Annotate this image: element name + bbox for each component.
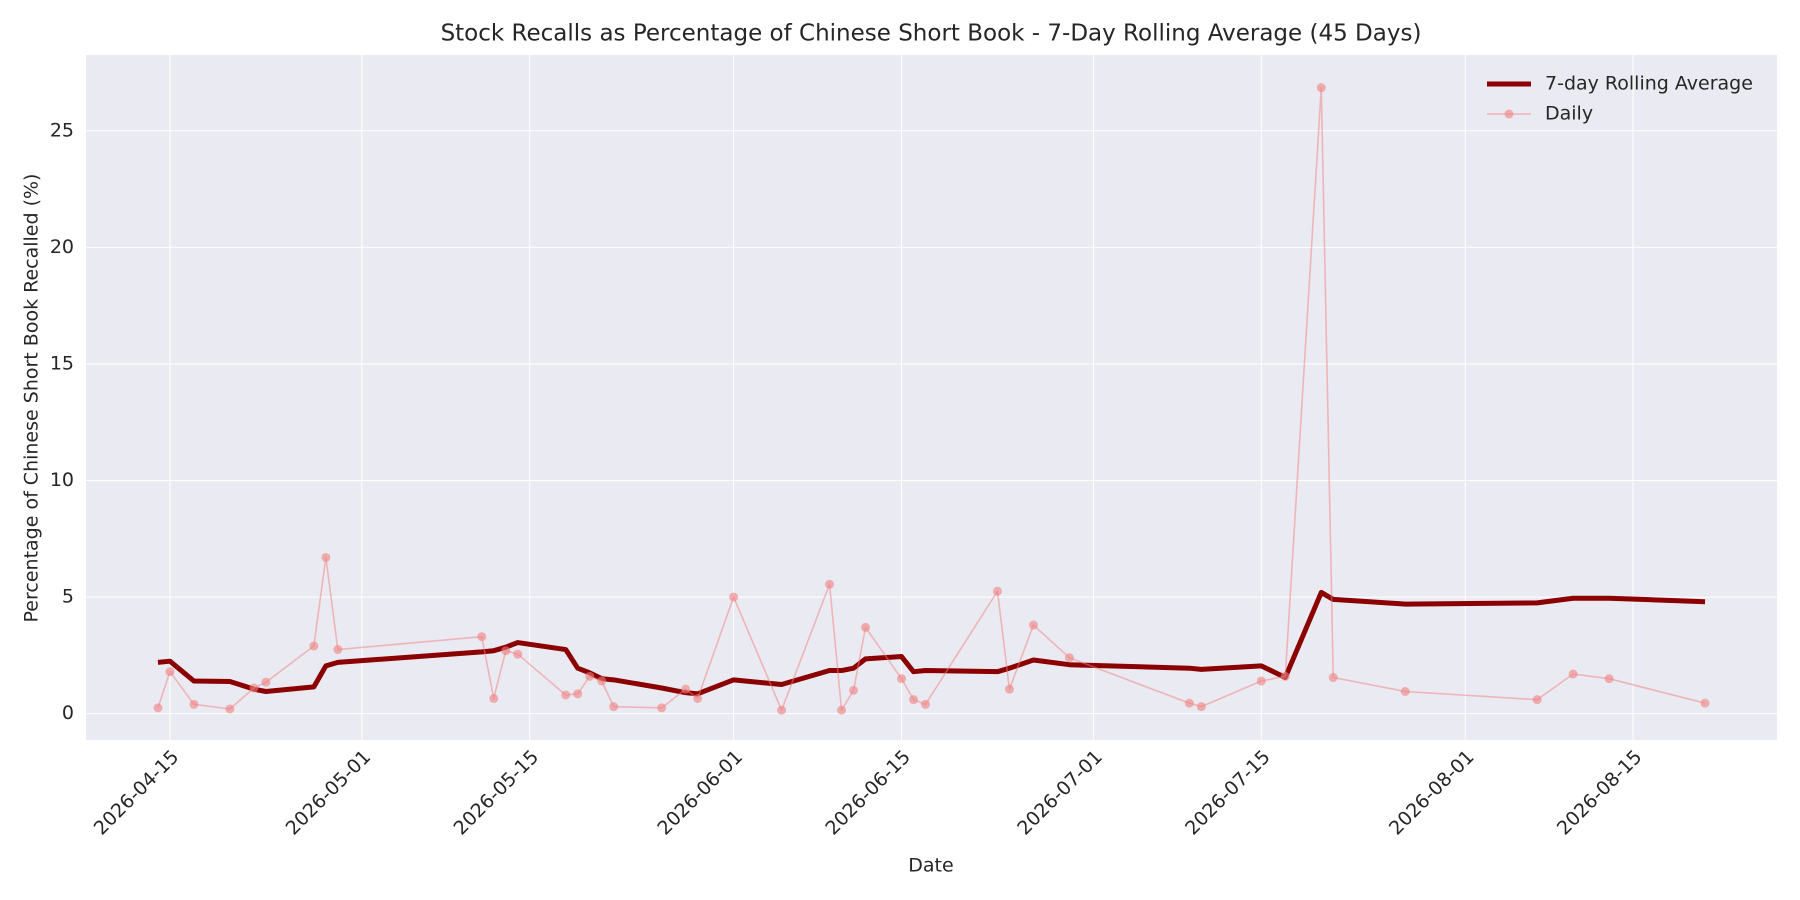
data-point [681,684,691,694]
data-point [1400,687,1410,697]
data-point [992,586,1002,596]
x-tick-label: 2026-07-01 [1013,746,1107,840]
data-point [1532,695,1542,705]
data-point [837,705,847,715]
data-point [693,693,703,703]
data-point [849,685,859,695]
data-point [861,622,871,632]
y-tick-label: 20 [50,236,74,258]
x-tick-label: 2026-07-15 [1181,746,1275,840]
data-point [573,689,583,699]
series-line [157,589,1706,697]
data-point [1328,673,1338,683]
data-point [261,677,271,687]
data-point [1184,698,1194,708]
data-point [477,632,487,642]
data-point [1316,83,1326,93]
data-point [825,579,835,589]
data-point [597,676,607,686]
x-axis-label: Date [908,855,953,877]
data-point [1700,698,1710,708]
plot-area [86,55,1777,740]
data-point [321,552,331,562]
data-point [897,674,907,684]
data-point [657,703,667,713]
data-point [1568,669,1578,679]
y-tick-label: 0 [62,702,74,724]
legend-marker [1504,109,1514,119]
data-point [249,683,259,693]
legend: 7-day Rolling Average Daily [1487,73,1753,125]
data-point [1280,671,1290,681]
x-tick-label: 2026-04-15 [90,746,184,840]
data-point [189,699,199,709]
x-tick-label: 2026-05-01 [282,746,376,840]
data-point [1256,676,1266,686]
x-tick-label: 2026-06-01 [653,746,747,840]
data-point [1604,674,1614,684]
data-point [1064,653,1074,663]
y-tick-label: 10 [50,469,74,491]
data-point [729,592,739,602]
y-tick-label: 5 [62,586,74,608]
x-tick-label: 2026-06-15 [821,746,915,840]
chart-title: Stock Recalls as Percentage of Chinese S… [441,21,1422,47]
data-point [513,649,523,659]
x-tick-label: 2026-05-15 [450,746,544,840]
data-point [561,690,571,700]
data-point [909,695,919,705]
data-point [153,703,163,713]
data-point [777,705,787,715]
y-tick-label: 25 [50,119,74,141]
x-tick-label: 2026-08-15 [1553,746,1647,840]
data-point [501,646,511,656]
data-point [921,699,931,709]
legend-label: 7-day Rolling Average [1545,73,1753,95]
x-tick-label: 2026-08-01 [1385,746,1479,840]
data-point [585,671,595,681]
y-tick-label: 15 [50,352,74,374]
series [157,589,1706,697]
y-axis-label: Percentage of Chinese Short Book Recalle… [21,174,43,623]
data-point [333,645,343,655]
data-point [489,693,499,703]
series [153,83,1710,715]
legend-label: Daily [1545,103,1593,125]
data-point [1196,702,1206,712]
data-point [309,641,319,651]
data-point [609,702,619,712]
data-point [165,667,175,677]
data-point [225,704,235,714]
data-point [1004,684,1014,694]
data-point [1028,620,1038,630]
